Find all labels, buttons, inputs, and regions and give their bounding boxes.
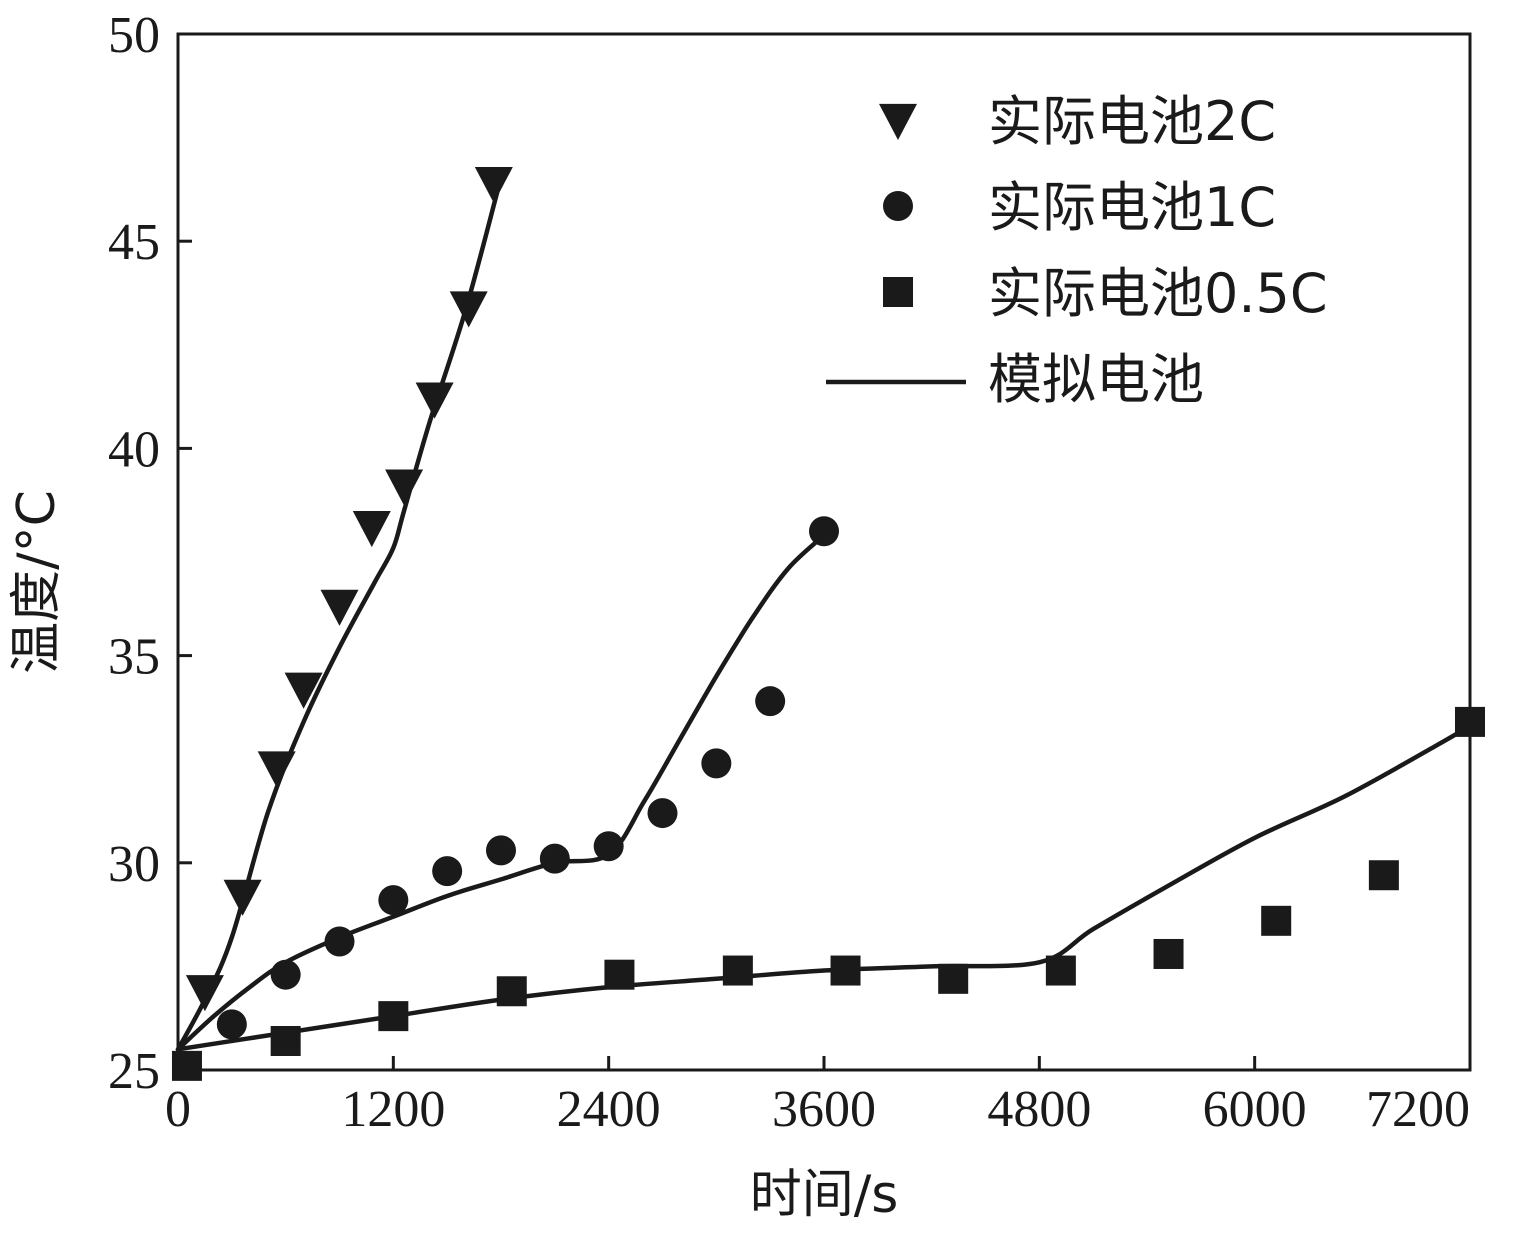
- data-point-square: [171, 1050, 202, 1081]
- data-point-square: [830, 955, 861, 986]
- data-point-triangle-down: [352, 510, 391, 548]
- legend-label: 模拟电池: [988, 348, 1204, 411]
- data-point-square: [722, 955, 753, 986]
- data-point-circle: [270, 959, 301, 990]
- legend-marker-triangle-down: [879, 103, 917, 140]
- data-point-square: [1261, 905, 1292, 936]
- data-point-triangle-down: [185, 975, 224, 1012]
- data-point-circle: [216, 1009, 247, 1040]
- legend-label: 实际电池1C: [988, 176, 1276, 239]
- data-point-triangle-down: [257, 751, 296, 788]
- y-axis-title: 温度/°C: [7, 490, 67, 674]
- data-point-circle: [324, 926, 355, 957]
- data-point-circle: [378, 885, 409, 916]
- data-point-triangle-down: [415, 382, 454, 419]
- data-point-square: [378, 1001, 409, 1032]
- data-point-square: [604, 959, 635, 990]
- sim-line-0_5C: [175, 723, 1473, 1052]
- legend-marker-circle: [883, 191, 913, 221]
- data-point-square: [938, 963, 969, 994]
- x-tick-label: 3600: [772, 1081, 876, 1138]
- data-point-square: [1045, 955, 1076, 986]
- x-tick-label: 2400: [557, 1081, 661, 1138]
- legend-label: 实际电池2C: [988, 90, 1276, 153]
- data-point-circle: [809, 516, 839, 547]
- x-tick-label: 1200: [341, 1081, 445, 1138]
- x-tick-label: 0: [165, 1081, 191, 1138]
- data-point-square: [496, 976, 527, 1007]
- data-point-triangle-down: [449, 291, 488, 328]
- data-point-square: [1153, 938, 1184, 969]
- data-point-circle: [593, 831, 624, 862]
- x-tick-label: 7200: [1366, 1081, 1470, 1138]
- data-point-triangle-down: [385, 469, 424, 506]
- data-point-circle: [647, 798, 678, 829]
- y-tick-label: 45: [108, 214, 160, 271]
- sim-line-2C: [175, 189, 500, 1052]
- data-point-triangle-down: [320, 589, 359, 626]
- data-point-circle: [701, 748, 732, 779]
- data-point-triangle-down: [284, 672, 323, 709]
- x-tick-label: 4800: [987, 1081, 1091, 1138]
- y-tick-label: 30: [108, 836, 160, 893]
- y-tick-label: 50: [108, 7, 160, 64]
- y-tick-label: 25: [108, 1043, 160, 1100]
- y-tick-label: 40: [108, 421, 160, 478]
- sim-line-1C: [175, 533, 827, 1052]
- data-point-triangle-down: [474, 167, 513, 204]
- data-point-circle: [539, 843, 570, 874]
- data-point-circle: [755, 686, 786, 717]
- x-axis-title: 时间/s: [750, 1165, 899, 1225]
- data-point-triangle-down: [223, 879, 262, 916]
- data-point-circle: [432, 856, 463, 887]
- data-point-square: [1368, 860, 1399, 891]
- data-point-circle: [486, 835, 516, 866]
- y-tick-label: 35: [108, 629, 160, 686]
- legend-marker-square: [883, 277, 913, 307]
- legend-label: 实际电池0.5C: [988, 262, 1328, 325]
- x-tick-label: 6000: [1203, 1081, 1307, 1138]
- data-point-square: [270, 1025, 301, 1056]
